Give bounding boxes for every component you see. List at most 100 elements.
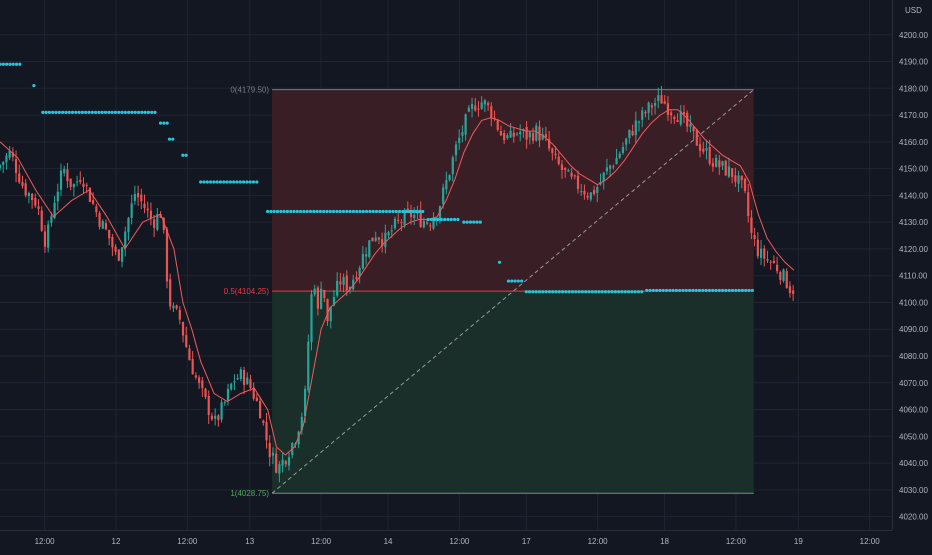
candle-body [503, 133, 506, 141]
indicator-dot [384, 209, 388, 214]
indicator-dot [694, 288, 698, 293]
candle-body [5, 155, 8, 163]
indicator-dot [162, 121, 166, 125]
indicator-dot [315, 209, 319, 214]
candle-body [445, 180, 448, 190]
indicator-dot [44, 110, 48, 114]
indicator-dot [292, 209, 296, 214]
indicator-dot [443, 217, 447, 222]
fib-zone-lower [272, 291, 754, 494]
candle-body [403, 211, 406, 226]
indicator-dot [143, 110, 147, 114]
candle-body [364, 254, 368, 257]
indicator-dot [658, 288, 662, 293]
candle-body [175, 305, 178, 309]
price-tick-label: 4040.00 [899, 459, 928, 468]
candle-body [776, 264, 779, 272]
candle-body [159, 214, 162, 218]
candle-body [101, 220, 104, 229]
price-tick-label: 4160.00 [899, 138, 928, 147]
candle-body [307, 341, 310, 391]
indicator-dot [497, 260, 502, 264]
candle-body [14, 159, 18, 174]
candle-body [37, 206, 40, 209]
candle-body [759, 248, 763, 258]
indicator-dot [750, 288, 754, 293]
time-tick-label: 12:00 [35, 537, 56, 546]
indicator-dot [275, 209, 280, 214]
candle-body [281, 459, 284, 466]
candle-body [169, 279, 172, 307]
indicator-dot [374, 209, 379, 214]
indicator-dot [433, 217, 437, 222]
indicator-dot [417, 209, 421, 214]
candle-body [117, 249, 120, 261]
candle-body [111, 237, 114, 248]
indicator-dot [332, 209, 336, 214]
candle-body [551, 148, 554, 154]
candle-body [628, 129, 631, 139]
candle-body [332, 297, 336, 306]
indicator-dot [574, 290, 578, 294]
indicator-dot [398, 209, 402, 214]
candle-body [275, 453, 278, 473]
indicator-dot [371, 209, 375, 214]
candle-body [336, 280, 339, 296]
candle-body [483, 100, 486, 105]
candle-body [217, 415, 220, 421]
indicator-dot [289, 209, 293, 214]
price-tick-label: 4130.00 [899, 218, 928, 227]
candle-body [310, 294, 313, 343]
indicator-dot [472, 220, 476, 224]
indicator-dot [688, 288, 692, 293]
indicator-dot [740, 288, 745, 293]
candle-body [676, 119, 679, 122]
candle-body [461, 131, 464, 136]
indicator-dot [674, 288, 679, 293]
candle-body [239, 369, 242, 380]
indicator-dot [100, 110, 104, 114]
candle-body [702, 148, 705, 152]
candle-body [519, 131, 522, 135]
candle-body [779, 272, 782, 280]
indicator-dot [133, 110, 137, 114]
indicator-dot [587, 290, 591, 294]
indicator-dot [335, 209, 339, 214]
time-tick-label: 12 [112, 537, 121, 546]
indicator-dot [388, 209, 392, 214]
candle-body [653, 103, 657, 106]
candle-body [172, 305, 175, 309]
candle-body [422, 220, 425, 228]
indicator-dot [222, 180, 226, 184]
time-tick-label: 12:00 [177, 537, 198, 546]
indicator-dot [378, 209, 382, 214]
candle-body [397, 219, 400, 221]
candle-body [194, 375, 197, 378]
candle-body [641, 110, 644, 120]
indicator-dot [322, 209, 326, 214]
candle-body [326, 298, 329, 322]
candle-body [512, 132, 515, 137]
indicator-dot [557, 290, 561, 294]
candle-body [477, 108, 480, 110]
time-axis[interactable]: 12:00 12 12:00 13 12:00 14 12:00 17 12:00 18 12:00… [35, 537, 881, 546]
indicator-dot [345, 209, 349, 214]
fibonacci-fills [272, 89, 754, 494]
candle-body [11, 152, 14, 157]
candle-body [692, 126, 695, 132]
candle-body [201, 380, 204, 389]
indicator-dot [391, 209, 395, 214]
candle-body [207, 395, 210, 415]
candle-body [496, 119, 499, 130]
candle-body [689, 124, 692, 127]
indicator-dot [202, 180, 206, 184]
indicator-dot [242, 180, 246, 184]
price-axis[interactable]: 4020.00 4030.00 4040.00 4050.00 4060.00 4070.… [899, 31, 928, 522]
candle-body [548, 138, 551, 149]
candle-body [146, 208, 149, 211]
candle-body [249, 379, 252, 388]
candle-body [92, 200, 95, 204]
indicator-dot [70, 110, 75, 114]
